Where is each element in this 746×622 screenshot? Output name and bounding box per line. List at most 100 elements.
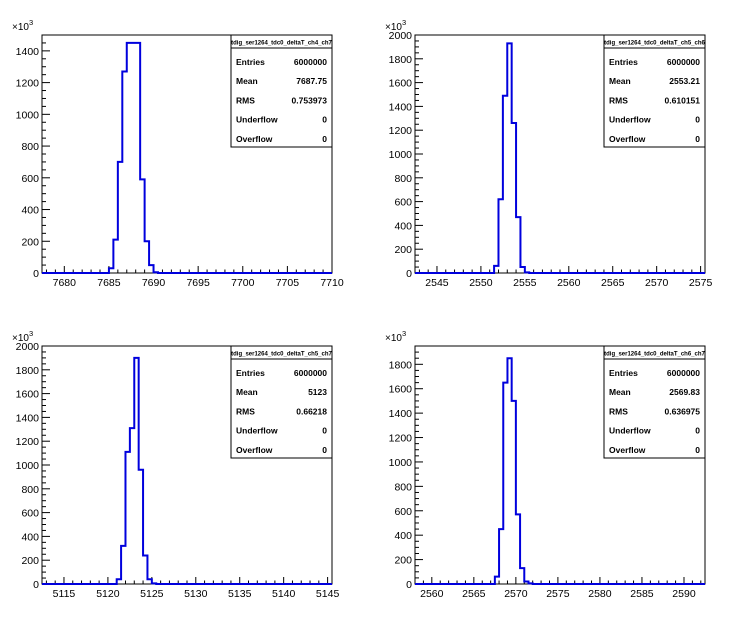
- stats-value: 0: [322, 115, 327, 125]
- x-tick-label: 5125: [140, 588, 164, 600]
- stats-label: Mean: [236, 387, 258, 397]
- histogram-outline: [42, 356, 332, 585]
- stats-value: 5123: [308, 387, 327, 397]
- x-tick-label: 7710: [320, 277, 344, 289]
- x-tick-label: 5115: [53, 588, 76, 600]
- x-tick-label: 5130: [184, 588, 208, 600]
- x-tick-label: 2565: [462, 588, 486, 600]
- y-tick-label: 0: [406, 579, 412, 591]
- y-tick-label: 1400: [389, 408, 413, 420]
- x-tick-label: 2590: [672, 588, 696, 600]
- x-tick-label: 2575: [546, 588, 570, 600]
- y-tick-label: 400: [394, 530, 412, 542]
- stats-value: 6000000: [667, 57, 700, 67]
- stats-value: 2569.83: [669, 387, 700, 397]
- stats-box: [603, 34, 706, 148]
- y-tick-label: 200: [394, 555, 412, 567]
- x-tick-label: 2585: [630, 588, 654, 600]
- y-tick-label: 800: [394, 481, 412, 493]
- stats-label: Underflow: [236, 115, 278, 125]
- x-tick-label: 2545: [425, 277, 449, 289]
- y-tick-label: 800: [21, 484, 39, 496]
- y-axis-multiplier: ×103: [12, 329, 33, 344]
- stats-label: Entries: [609, 57, 638, 67]
- x-tick-label: 2570: [504, 588, 528, 600]
- stats-label: RMS: [609, 406, 628, 416]
- stats-label: Underflow: [236, 426, 278, 436]
- y-tick-label: 800: [394, 173, 412, 185]
- y-tick-label: 1200: [16, 436, 40, 448]
- y-tick-label: 400: [21, 531, 39, 543]
- y-tick-label: 600: [21, 173, 39, 185]
- y-tick-label: 600: [394, 506, 412, 518]
- stats-value: 0: [695, 445, 700, 455]
- y-tick-label: 600: [21, 508, 39, 520]
- x-tick-label: 7680: [53, 277, 77, 289]
- stats-label: Entries: [236, 368, 265, 378]
- stats-label: Mean: [609, 387, 631, 397]
- stats-label: Entries: [236, 57, 265, 67]
- y-tick-label: 1400: [389, 101, 413, 113]
- y-tick-label: 200: [394, 244, 412, 256]
- stats-value: 0: [695, 134, 700, 144]
- histogram-panel-2: 5115 5120 5125 5130 5135 5140 5145 0 200 400 600 80…: [12, 329, 339, 600]
- histogram-outline: [415, 357, 705, 585]
- x-tick-label: 7685: [97, 277, 121, 289]
- y-tick-label: 0: [33, 579, 39, 591]
- stats-value: 0: [322, 426, 327, 436]
- stats-value: 7687.75: [296, 76, 327, 86]
- stats-value: 6000000: [667, 368, 700, 378]
- stats-value: 0: [322, 445, 327, 455]
- y-tick-label: 1200: [389, 125, 413, 137]
- histogram-bin: [131, 43, 135, 273]
- y-tick-label: 1800: [16, 365, 40, 377]
- y-axis-multiplier: ×103: [12, 18, 33, 33]
- y-tick-label: 0: [406, 268, 412, 280]
- stats-box: [230, 345, 333, 459]
- stats-label: Underflow: [609, 426, 651, 436]
- y-tick-label: 800: [21, 141, 39, 153]
- stats-label: Overflow: [236, 445, 273, 455]
- stats-label: Overflow: [236, 134, 273, 144]
- x-tick-label: 2550: [469, 277, 493, 289]
- x-tick-label: 2555: [513, 277, 537, 289]
- stats-value: 0.636975: [665, 406, 701, 416]
- x-tick-label: 2565: [601, 277, 625, 289]
- stats-label: Overflow: [609, 134, 646, 144]
- x-tick-label: 2570: [645, 277, 669, 289]
- y-tick-label: 600: [394, 197, 412, 209]
- stats-label: RMS: [236, 406, 255, 416]
- x-tick-label: 2560: [557, 277, 581, 289]
- histogram-panel-3: 2560 2565 2570 2575 2580 2585 2590 0 200 400 600 80…: [385, 329, 706, 600]
- x-tick-label: 2575: [689, 277, 713, 289]
- y-tick-label: 1800: [389, 359, 413, 371]
- stats-title: tdig_ser1264_tdc0_deltaT_ch6_ch7: [604, 352, 705, 358]
- x-tick-label: 7690: [142, 277, 166, 289]
- y-tick-label: 1600: [16, 389, 40, 401]
- stats-value: 2553.21: [669, 76, 700, 86]
- y-tick-label: 1000: [16, 460, 40, 472]
- y-tick-label: 1200: [389, 433, 413, 445]
- y-tick-label: 400: [394, 220, 412, 232]
- stats-label: RMS: [236, 95, 255, 105]
- y-tick-label: 200: [21, 236, 39, 248]
- x-tick-label: 7705: [276, 277, 300, 289]
- histogram-outline: [42, 41, 332, 274]
- stats-title: tdig_ser1264_tdc0_deltaT_ch4_ch7: [231, 41, 332, 47]
- y-tick-label: 2000: [389, 30, 413, 42]
- stats-value: 0: [695, 426, 700, 436]
- stats-title: tdig_ser1264_tdc0_deltaT_ch5_ch7: [231, 352, 332, 358]
- histogram-panel-1: 2545 2550 2555 2560 2565 2570 2575 0 200 400 600 80…: [385, 18, 712, 289]
- stats-box: [603, 345, 706, 459]
- y-tick-label: 1800: [389, 54, 413, 66]
- stats-title: tdig_ser1264_tdc0_deltaT_ch5_ch6: [604, 41, 705, 47]
- x-tick-label: 2560: [420, 588, 444, 600]
- y-tick-label: 1400: [16, 412, 40, 424]
- y-tick-label: 1600: [389, 384, 413, 396]
- stats-label: Mean: [609, 76, 631, 86]
- y-tick-label: 0: [33, 268, 39, 280]
- y-tick-label: 1000: [389, 457, 413, 469]
- y-tick-label: 1200: [16, 78, 40, 90]
- y-tick-label: 1400: [16, 46, 40, 58]
